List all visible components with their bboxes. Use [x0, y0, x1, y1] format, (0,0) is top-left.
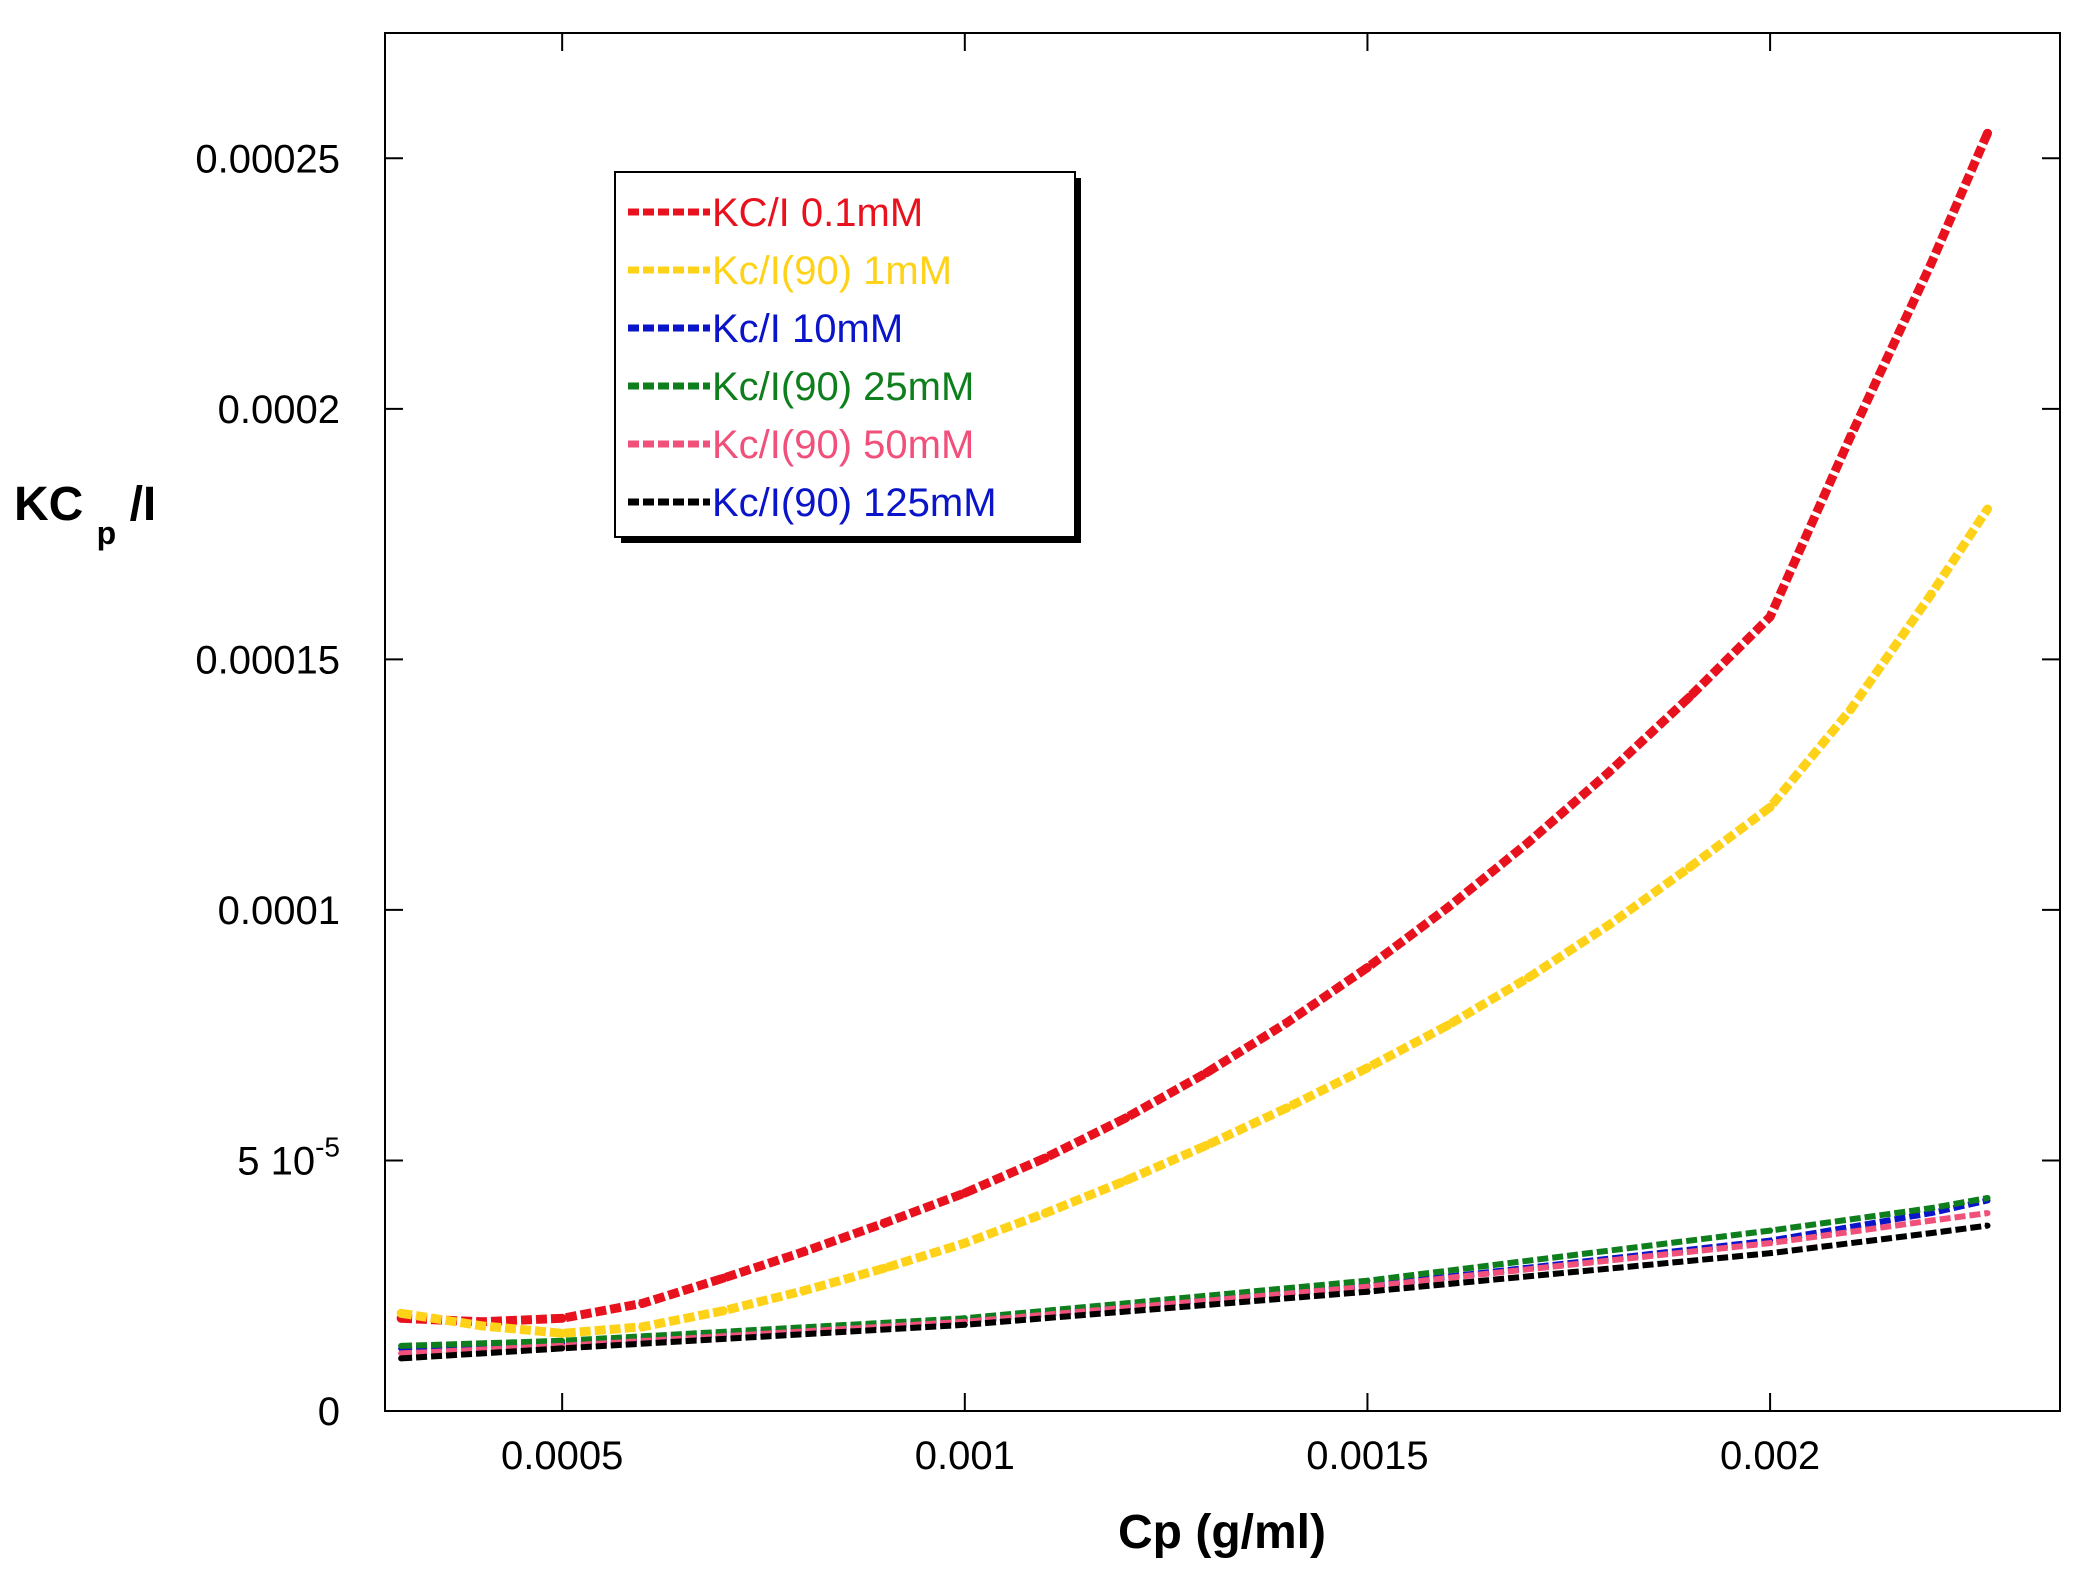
data-point [1846, 431, 1856, 441]
x-axis: 0.0005 0.001 0.0015 0.002 [501, 33, 1820, 1478]
data-point [1765, 612, 1775, 622]
data-point [1362, 963, 1372, 973]
data-point [1201, 1068, 1211, 1078]
series-layer [396, 128, 1993, 1362]
legend-label: Kc/I(90) 125mM [712, 481, 997, 525]
x-tick-label: 0.0005 [501, 1434, 623, 1478]
data-point [1604, 767, 1614, 777]
data-point [799, 1286, 809, 1296]
y-tick-label: 0.00015 [195, 638, 340, 682]
data-point [1604, 920, 1614, 930]
y-tick-label: 5 10-5 [237, 1131, 340, 1183]
legend-items: KC/I 0.1mM Kc/I(90) 1mM Kc/I 10mM Kc/I(90) … [628, 191, 997, 525]
data-point [1040, 1153, 1050, 1163]
y-tick-label: 0.0001 [218, 889, 340, 933]
data-point [559, 1345, 566, 1352]
data-point [1767, 1250, 1774, 1257]
data-point [1040, 1208, 1050, 1218]
x-tick-label: 0.002 [1720, 1434, 1820, 1478]
data-point [1928, 1210, 1935, 1217]
data-point [557, 1313, 567, 1323]
y-tick-label-text: 0 [318, 1390, 340, 1434]
data-point [1767, 1227, 1774, 1234]
data-point [1984, 1222, 1991, 1229]
data-point [961, 1321, 968, 1328]
data-point [638, 1322, 648, 1332]
data-point [1685, 862, 1695, 872]
y-axis-title-main: KC [14, 478, 83, 531]
data-point [1121, 1175, 1131, 1185]
data-point [1928, 1217, 1935, 1224]
data-point [1121, 1113, 1131, 1123]
y-tick-label: 0 [318, 1390, 340, 1434]
data-point [1364, 1283, 1371, 1290]
data-point [1846, 704, 1856, 714]
data-point [1926, 259, 1936, 269]
data-point [398, 1355, 405, 1362]
data-point [477, 1321, 487, 1331]
legend-label: KC/I 0.1mM [712, 191, 923, 235]
legend-label: Kc/I(90) 25mM [712, 365, 974, 409]
y-axis-title-tail: /I [130, 478, 157, 531]
data-point [1926, 589, 1936, 599]
y-tick-label: 0.00025 [195, 137, 340, 181]
data-point [1983, 504, 1993, 514]
series-line [400, 506, 1992, 1338]
data-point [557, 1328, 567, 1338]
data-point [1524, 837, 1534, 847]
x-axis-title: Cp (g/ml) [1118, 1506, 1326, 1559]
data-point [1984, 1210, 1991, 1217]
y-axis: 0 5 10-5 0.0001 0.00015 0.0002 0.00025 [195, 137, 2060, 1434]
y-tick-label-text: 0.00025 [195, 137, 340, 181]
data-point [1685, 692, 1695, 702]
data-point [398, 1342, 405, 1349]
data-point [1928, 1205, 1935, 1212]
data-point [960, 1188, 970, 1198]
y-tick-label-text: 0.0001 [218, 889, 340, 933]
y-axis-title-subscript: p [97, 515, 117, 551]
data-point [638, 1298, 648, 1308]
data-point [1282, 1103, 1292, 1113]
legend-label: Kc/I(90) 1mM [712, 249, 952, 293]
data-point [559, 1337, 566, 1344]
legend: KC/I 0.1mM Kc/I(90) 1mM Kc/I 10mM Kc/I(90) … [614, 171, 1081, 543]
y-axis-title: KC p /I [14, 478, 156, 555]
data-point [879, 1218, 889, 1228]
data-point [1767, 1240, 1774, 1247]
legend-label: Kc/I 10mM [712, 307, 903, 351]
data-point [718, 1273, 728, 1283]
data-point [1282, 1018, 1292, 1028]
y-tick-label: 0.0002 [218, 388, 340, 432]
x-tick-label: 0.001 [915, 1434, 1015, 1478]
data-point [799, 1247, 809, 1257]
data-point [1364, 1277, 1371, 1284]
data-point [1364, 1288, 1371, 1295]
data-point [1443, 902, 1453, 912]
data-point [1443, 1020, 1453, 1030]
y-tick-label-text: 0.00015 [195, 638, 340, 682]
data-point [396, 1308, 406, 1318]
legend-box [614, 171, 1076, 538]
data-point [1928, 1230, 1935, 1237]
data-point [1201, 1140, 1211, 1150]
data-point [1362, 1063, 1372, 1073]
data-point [1984, 1195, 1991, 1202]
data-point [960, 1238, 970, 1248]
legend-label: Kc/I(90) 50mM [712, 423, 974, 467]
series-line [400, 131, 1992, 1327]
data-point [1983, 128, 1993, 138]
y-tick-label-superscript: -5 [315, 1131, 340, 1162]
y-tick-label-text: 5 10 [237, 1139, 315, 1183]
y-tick-label-text: 0.0002 [218, 388, 340, 432]
data-point [1765, 802, 1775, 812]
data-point [398, 1350, 405, 1357]
data-point [1524, 973, 1534, 983]
data-point [718, 1306, 728, 1316]
x-tick-label: 0.0015 [1306, 1434, 1428, 1478]
data-point [879, 1263, 889, 1273]
